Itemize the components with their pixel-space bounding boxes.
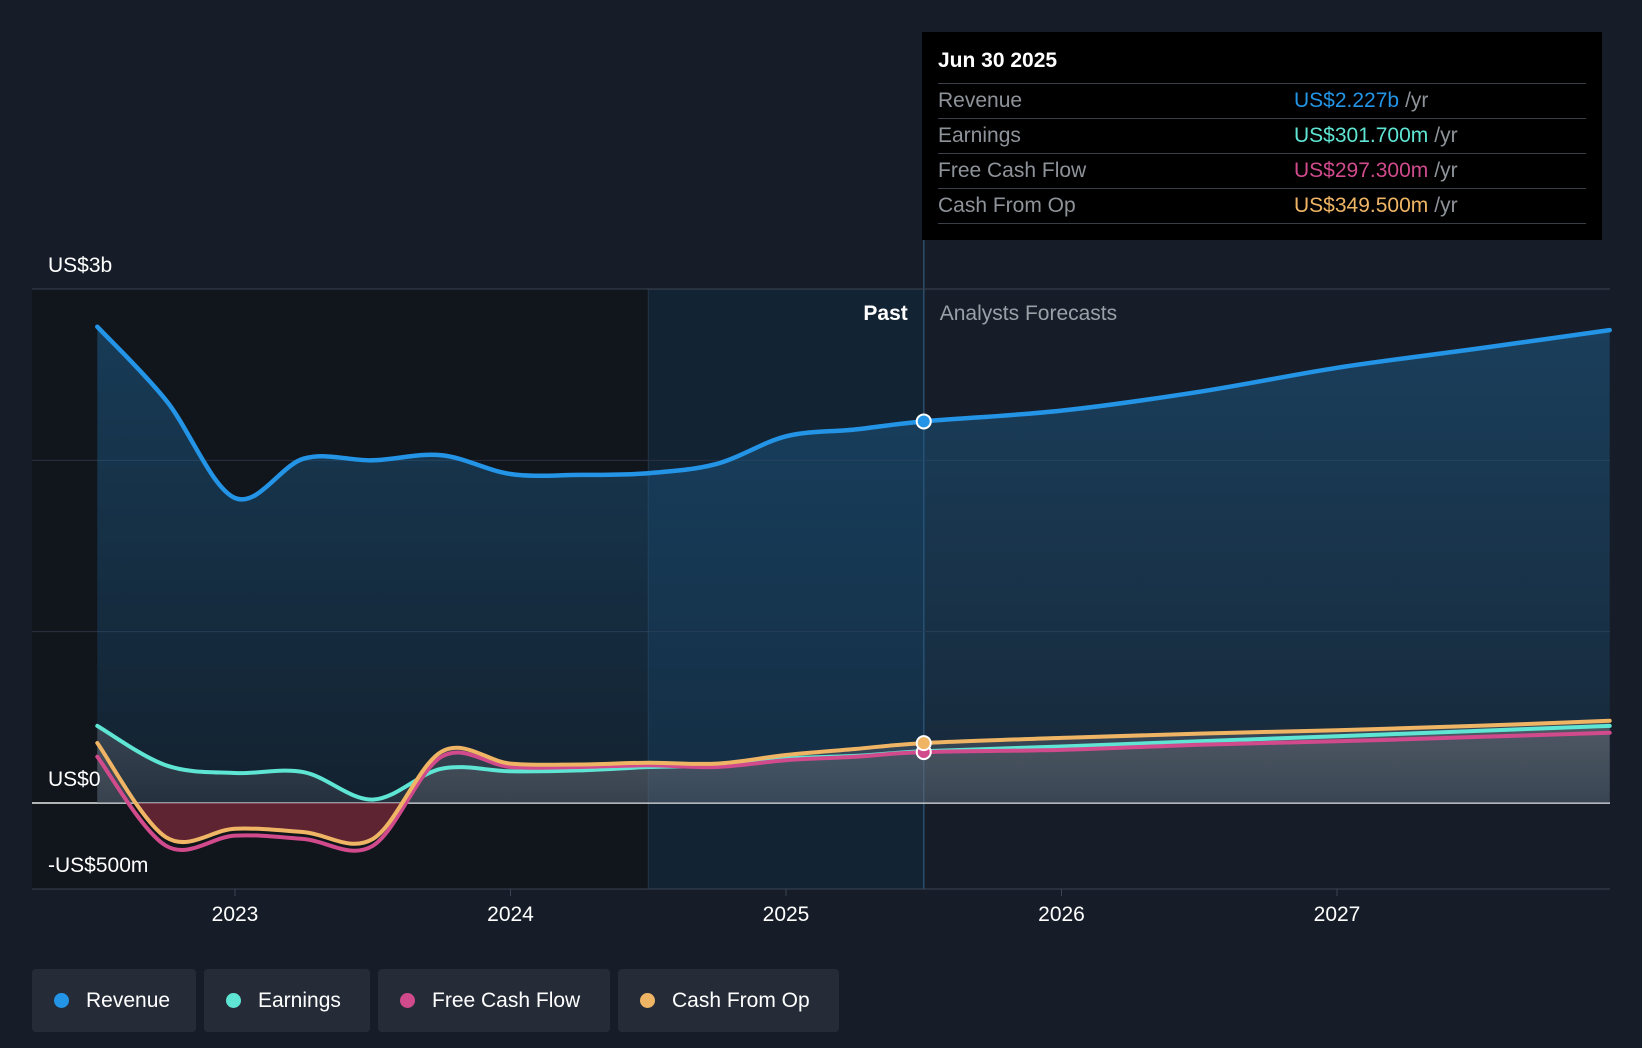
- x-tick-label: 2026: [1038, 903, 1085, 926]
- axis-labels: US$3b US$0 -US$500m 2023 2024 2025 2026 2027 Pas…: [48, 254, 1360, 926]
- legend-item-earnings[interactable]: Earnings: [204, 969, 370, 1032]
- tooltip: Jun 30 2025 Revenue US$2.227b /yr Earnin…: [922, 32, 1602, 240]
- tooltip-unit: /yr: [1405, 89, 1429, 112]
- legend: Revenue Earnings Free Cash Flow Cash Fro…: [32, 969, 839, 1032]
- tooltip-value: US$297.300m: [1294, 159, 1429, 182]
- y-tick-label: US$0: [48, 768, 101, 791]
- legend-item-revenue[interactable]: Revenue: [32, 969, 196, 1032]
- free-cash-flow-dot-icon: [400, 993, 415, 1008]
- tooltip-label: Free Cash Flow: [938, 159, 1087, 182]
- tooltip-value: US$301.700m: [1294, 124, 1429, 147]
- tooltip-unit: /yr: [1434, 194, 1458, 217]
- x-tick-label: 2024: [487, 903, 534, 926]
- tooltip-row-revenue: Revenue US$2.227b /yr: [938, 84, 1586, 119]
- past-label: Past: [863, 302, 907, 325]
- revenue-line: [95, 324, 1612, 502]
- tooltip-label: Earnings: [938, 124, 1021, 147]
- tooltip-unit: /yr: [1434, 124, 1458, 147]
- y-tick-label: US$3b: [48, 254, 112, 277]
- tooltip-row-earnings: Earnings US$301.700m /yr: [938, 119, 1586, 154]
- legend-item-cash-from-op[interactable]: Cash From Op: [618, 969, 839, 1032]
- cash-from-op-dot-icon: [640, 993, 655, 1008]
- legend-label: Earnings: [258, 988, 341, 1012]
- tooltip-value: US$349.500m: [1294, 194, 1429, 217]
- revenue-marker: [915, 413, 932, 430]
- tooltip-row-free-cash-flow: Free Cash Flow US$297.300m /yr: [938, 154, 1586, 189]
- legend-label: Free Cash Flow: [432, 988, 581, 1012]
- legend-label: Cash From Op: [672, 988, 810, 1012]
- cash_from_op-marker: [915, 735, 932, 752]
- cash_from_op-line: [95, 718, 1612, 846]
- hover-markers: [915, 413, 932, 761]
- tooltip-row-cash-from-op: Cash From Op US$349.500m /yr: [938, 189, 1586, 224]
- earnings-dot-icon: [226, 993, 241, 1008]
- legend-item-free-cash-flow[interactable]: Free Cash Flow: [378, 969, 610, 1032]
- forecast-label: Analysts Forecasts: [940, 302, 1117, 325]
- x-tick-label: 2025: [763, 903, 810, 926]
- x-tick-label: 2027: [1314, 903, 1361, 926]
- x-tick-label: 2023: [212, 903, 259, 926]
- tooltip-unit: /yr: [1434, 159, 1458, 182]
- series-lines: [95, 324, 1612, 853]
- tooltip-value: US$2.227b: [1294, 89, 1400, 112]
- tooltip-date: Jun 30 2025: [938, 46, 1586, 84]
- free_cash_flow-line: [95, 730, 1612, 853]
- revenue-area: [97, 326, 1610, 803]
- y-tick-label: -US$500m: [48, 854, 148, 877]
- legend-label: Revenue: [86, 988, 171, 1012]
- revenue-dot-icon: [54, 993, 69, 1008]
- tooltip-label: Revenue: [938, 89, 1023, 112]
- tooltip-label: Cash From Op: [938, 194, 1076, 217]
- cash_from_op-area-negative: [97, 803, 1610, 844]
